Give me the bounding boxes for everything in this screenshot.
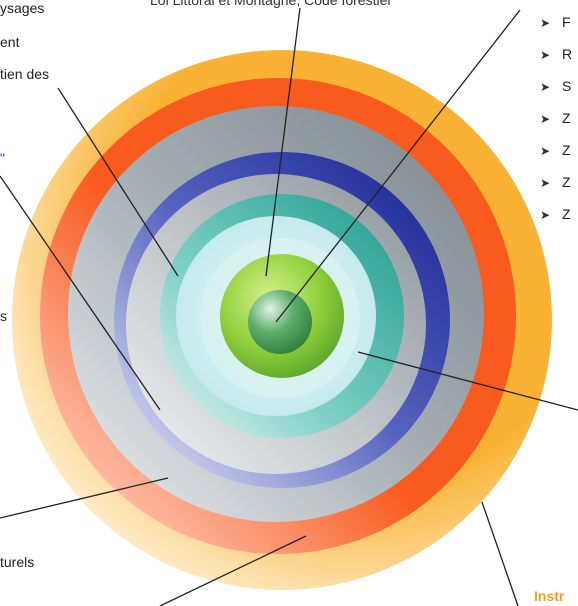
leader-line-bottom-right: [481, 501, 519, 606]
leader-line-bottom: [159, 535, 307, 606]
list-item: ➤ R: [540, 46, 573, 62]
left-label-6: turels: [0, 554, 35, 570]
arrow-right-icon: ➤: [540, 16, 551, 30]
right-bullet-list: ➤ F ➤ R ➤ S ➤ Z ➤ Z ➤ Z ➤ Z: [540, 14, 572, 238]
arrow-right-icon: ➤: [540, 80, 551, 94]
arrow-right-icon: ➤: [540, 208, 551, 222]
list-item: ➤ Z: [540, 142, 571, 158]
list-item: ➤ Z: [540, 174, 571, 190]
list-item: ➤ S: [540, 78, 572, 94]
left-label-1: ysages: [0, 0, 45, 16]
left-label-5: s: [0, 308, 7, 324]
top-caption: Loi Littoral et Montagne, Code forestier: [150, 0, 393, 8]
arrow-right-icon: ➤: [540, 176, 551, 190]
list-item: ➤ Z: [540, 110, 571, 126]
leader-line-left-4: [0, 175, 161, 411]
leader-lines: [0, 7, 578, 606]
list-item: ➤ F: [540, 14, 571, 30]
arrow-right-icon: ➤: [540, 48, 551, 62]
leader-line-left-3: [57, 87, 179, 277]
leader-line-top-caption: [265, 7, 301, 277]
core-circle: [248, 290, 312, 354]
bottom-right-label: Instr: [534, 588, 565, 604]
list-item: ➤ Z: [540, 206, 571, 222]
leader-line-right: [357, 351, 578, 411]
arrow-right-icon: ➤: [540, 144, 551, 158]
leader-line-left-6: [0, 477, 169, 519]
left-label-2: ent: [0, 34, 20, 50]
left-label-3: tien des: [0, 66, 50, 82]
arrow-right-icon: ➤: [540, 112, 551, 126]
left-label-4: ": [0, 150, 5, 166]
rings: [12, 50, 552, 590]
leader-line-top-right: [275, 9, 521, 323]
